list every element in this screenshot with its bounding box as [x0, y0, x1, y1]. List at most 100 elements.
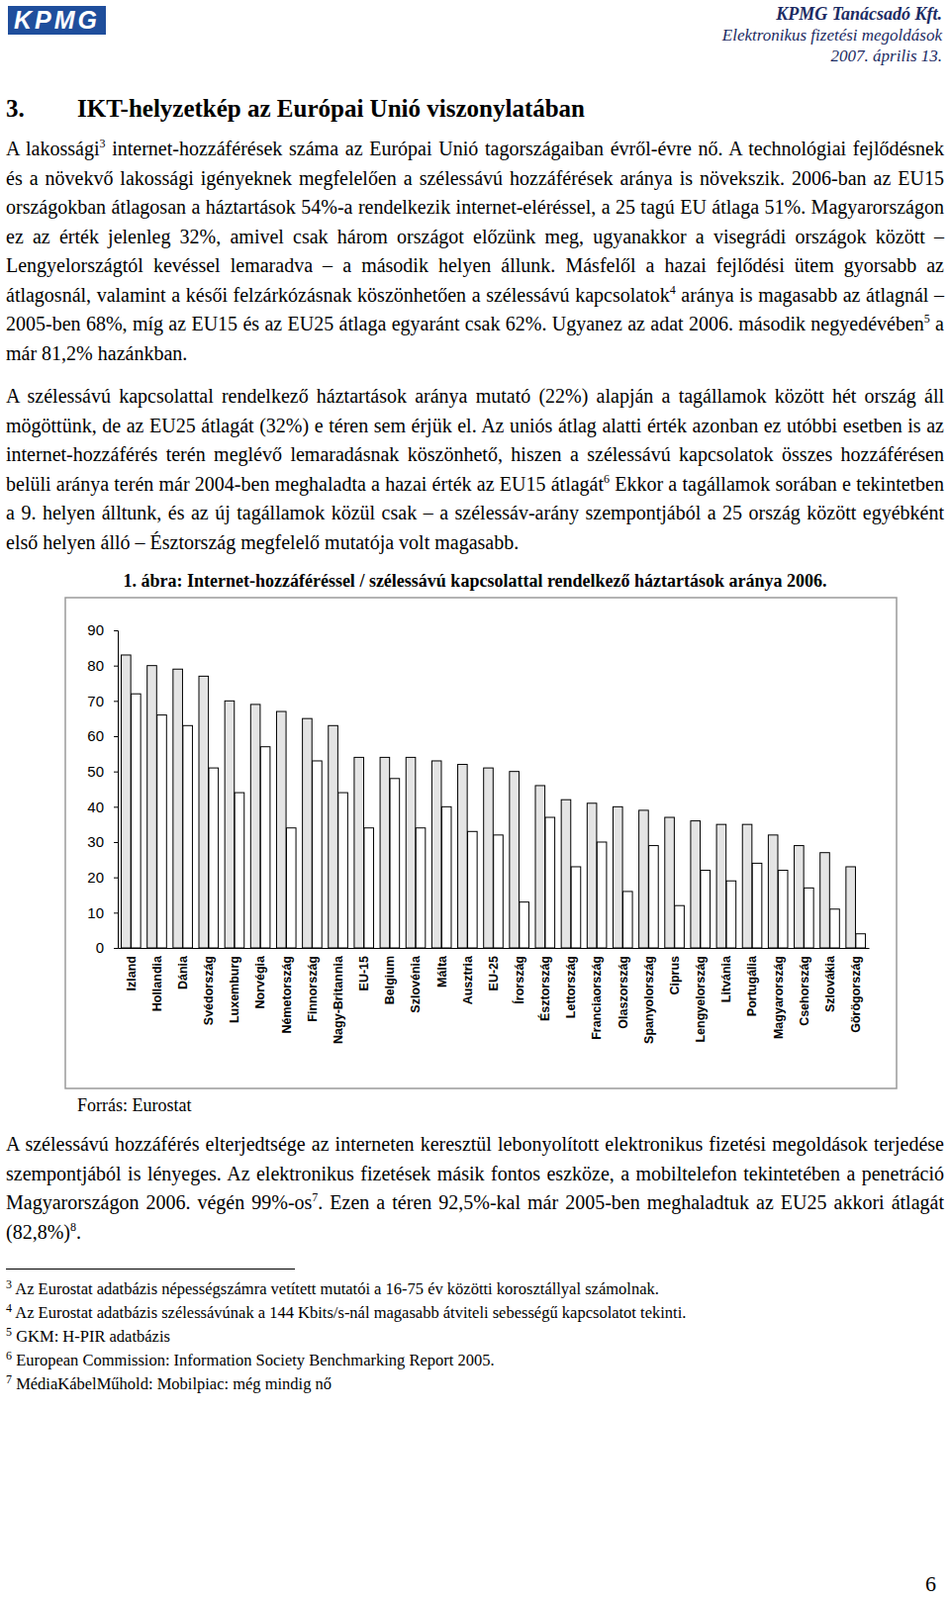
paragraph: A szélessávú hozzáférés elterjedtsége az…	[5, 1130, 945, 1247]
bar	[846, 866, 856, 949]
x-tick-label: EU-25	[486, 955, 501, 991]
y-tick-label: 20	[87, 868, 104, 886]
x-tick: Észtország	[537, 955, 553, 1022]
x-tick-label: Írország	[511, 955, 527, 1005]
bar	[183, 725, 193, 949]
bar	[586, 803, 597, 949]
chart-title: 1. ábra: Internet-hozzáféréssel / széles…	[5, 570, 945, 592]
x-tick-label: EU-15	[357, 955, 372, 991]
footnote-ref: 4	[669, 283, 676, 297]
x-tick-label: Szlovákia	[823, 954, 838, 1013]
bar	[208, 767, 219, 949]
footnote: 3 Az Eurostat adatbázis népességszámra v…	[5, 1277, 945, 1302]
y-tick-label: 90	[87, 621, 104, 639]
bar	[665, 817, 675, 949]
y-tick-mark	[113, 665, 118, 667]
footnote-number: 4	[5, 1301, 12, 1316]
bar	[855, 934, 866, 949]
x-tick: Spanyolország	[642, 955, 657, 1045]
bar	[389, 778, 400, 949]
y-tick-mark	[113, 771, 118, 773]
chart: 0102030405060708090IzlandHollandiaDániaS…	[5, 595, 945, 1096]
section-number: 3.	[5, 95, 78, 123]
page-number: 6	[925, 1571, 937, 1598]
y-tick-mark	[113, 948, 118, 950]
x-axis-line	[118, 948, 870, 950]
y-tick-label: 80	[87, 657, 104, 674]
bar	[690, 821, 701, 949]
bar	[441, 806, 452, 949]
x-tick: Finnország	[305, 955, 320, 1023]
x-tick: Luxemburg	[227, 955, 242, 1024]
x-tick-label: Ciprus	[667, 955, 682, 996]
bar	[468, 831, 478, 949]
footnote-number: 7	[5, 1372, 12, 1387]
x-tick: Izland	[124, 955, 139, 991]
x-tick: Portugália	[745, 954, 760, 1017]
x-tick: Litvánia	[719, 954, 734, 1003]
y-axis-line	[113, 631, 119, 950]
x-tick: Dánia	[176, 954, 190, 990]
doc-subtitle: Elektronikus fizetési megoldások	[722, 24, 943, 46]
bar	[415, 828, 426, 949]
doc-date: 2007. április 13.	[722, 45, 943, 67]
bar	[726, 880, 737, 949]
bar	[260, 747, 271, 949]
x-tick: Görögország	[849, 955, 863, 1034]
bar	[405, 757, 416, 949]
paragraph: A lakossági3 internet-hozzáférések száma…	[5, 134, 945, 369]
footnote: 4 Az Eurostat adatbázis szélessávúnak a …	[5, 1301, 945, 1326]
bar	[545, 817, 556, 949]
footnote-ref: 5	[924, 311, 931, 326]
footnote-number: 3	[5, 1277, 12, 1292]
x-tick-label: Lettország	[564, 955, 578, 1019]
x-tick: Írország	[511, 955, 527, 1005]
footnote-ref: 3	[99, 136, 106, 151]
bar	[519, 902, 530, 949]
bar	[458, 764, 469, 949]
x-tick: Málta	[435, 954, 450, 988]
bar	[649, 846, 660, 949]
bar	[380, 757, 390, 949]
bar	[276, 711, 286, 949]
y-tick-label: 0	[95, 939, 104, 956]
bar	[639, 810, 650, 949]
x-tick: Németország	[280, 955, 294, 1035]
footnote: 5 GKM: H-PIR adatbázis	[5, 1325, 945, 1349]
bar	[804, 887, 815, 949]
x-axis: IzlandHollandiaDániaSvédországLuxemburgN…	[118, 949, 870, 1045]
footnote-ref: 7	[311, 1190, 318, 1205]
section-heading: 3.IKT-helyzetkép az Európai Unió viszony…	[5, 95, 945, 123]
x-tick-label: Belgium	[382, 955, 397, 1005]
bar	[234, 792, 245, 949]
x-tick: EU-15	[357, 955, 372, 991]
bar	[173, 668, 184, 949]
company: KPMG Tanácsadó Kft.	[722, 3, 943, 25]
bar	[561, 799, 571, 949]
y-tick-label: 30	[87, 833, 104, 851]
bar	[570, 866, 581, 949]
footnote-rule	[5, 1268, 295, 1270]
y-tick-label: 60	[87, 727, 104, 745]
y-tick: 70	[87, 692, 118, 710]
footnote-ref: 8	[70, 1220, 77, 1235]
bar	[328, 725, 339, 949]
bar	[535, 785, 546, 949]
bar	[830, 909, 841, 949]
chart-frame	[65, 597, 897, 1089]
bar	[742, 824, 753, 949]
x-tick: Hollandia	[150, 954, 165, 1012]
x-tick-label: Dánia	[176, 954, 190, 990]
footnote-text: European Commission: Information Society…	[15, 1350, 494, 1370]
bars	[121, 655, 866, 949]
bar	[131, 693, 142, 949]
text-run: internet-hozzáférések száma az Európai U…	[5, 137, 945, 306]
x-tick-label: Nagy-Britannia	[331, 954, 346, 1045]
x-tick-label: Görögország	[849, 955, 863, 1034]
y-tick-label: 40	[87, 798, 104, 816]
y-tick: 30	[87, 833, 118, 851]
x-tick-label: Málta	[435, 954, 450, 988]
bar	[121, 655, 132, 949]
x-tick-label: Portugália	[745, 954, 760, 1017]
footnote-ref: 6	[603, 472, 610, 486]
